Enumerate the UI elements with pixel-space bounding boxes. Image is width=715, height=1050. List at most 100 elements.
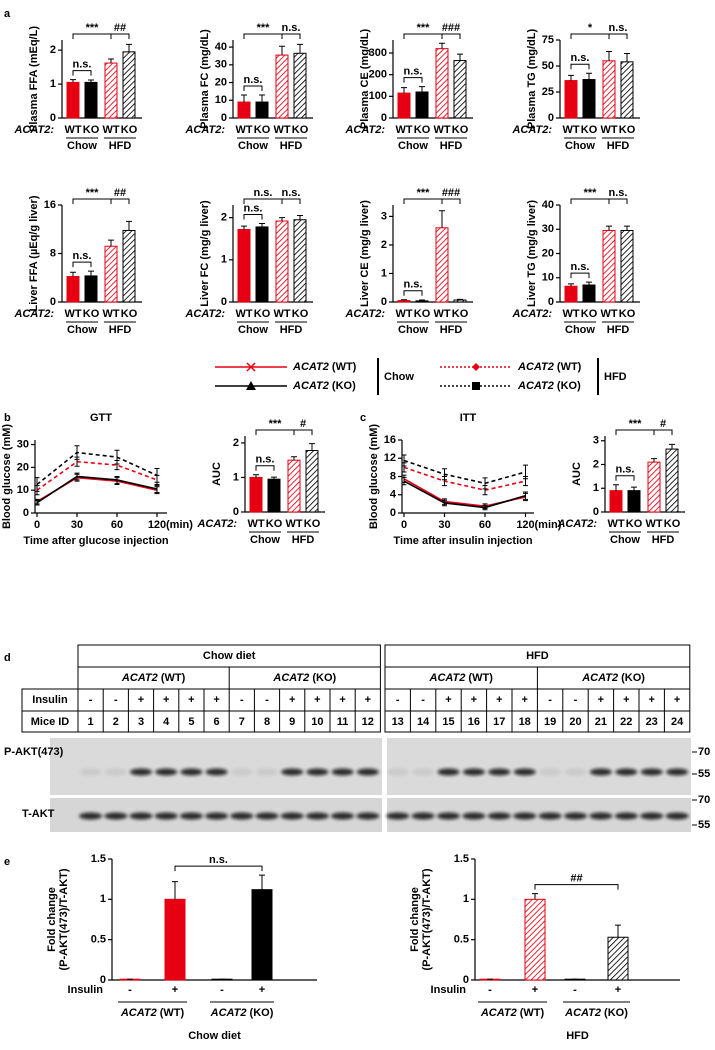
group-label: HFD xyxy=(440,140,463,152)
band-label: P-AKT(473) xyxy=(4,746,64,758)
insulin-sign: - xyxy=(114,694,118,706)
bar xyxy=(305,450,319,513)
bar xyxy=(84,81,98,119)
bar xyxy=(249,476,263,513)
group-label: Chow xyxy=(67,140,97,152)
y-tick-label: 0 xyxy=(548,112,554,124)
significance-label: n.s. xyxy=(571,52,590,64)
x-tick-label: WT xyxy=(607,518,624,530)
error-bar xyxy=(70,79,76,83)
y-tick-label: 20 xyxy=(17,461,29,473)
bar xyxy=(84,275,98,303)
genotype-header: ACAT2 (KO) xyxy=(581,672,645,684)
x-tick-label: + xyxy=(532,984,538,996)
blot-strip xyxy=(50,738,382,795)
y-tick-label: 16 xyxy=(44,199,56,211)
x-tick-label: WT xyxy=(64,124,81,136)
error-bar xyxy=(401,476,407,486)
y-tick-label: 0 xyxy=(593,506,599,518)
error-bar xyxy=(88,270,94,276)
legend-group-label: Chow xyxy=(384,371,414,383)
bar xyxy=(665,448,679,513)
insulin-sign: + xyxy=(188,694,194,706)
bar xyxy=(564,285,578,303)
bar xyxy=(293,219,307,303)
error-bar xyxy=(297,43,303,54)
gene-name: ACAT2 xyxy=(429,672,466,684)
insulin-sign: - xyxy=(240,694,244,706)
significance-bracket xyxy=(293,429,313,435)
series-line xyxy=(403,459,526,485)
bar xyxy=(602,60,616,119)
x-tick-label: KO xyxy=(304,518,321,530)
x-tick-label: KO xyxy=(121,124,138,136)
bar xyxy=(122,229,136,303)
y-tick-label: 0 xyxy=(381,112,387,124)
error-bar xyxy=(34,477,40,492)
significance-bracket xyxy=(570,33,610,39)
error-bar xyxy=(401,454,407,467)
legend-label: ACAT2 (WT) xyxy=(517,361,582,373)
x-tick-label: WT xyxy=(395,308,412,320)
y-tick-label: 0 xyxy=(233,506,239,518)
blot-band xyxy=(487,812,511,820)
genotype: (WT) xyxy=(157,1007,185,1019)
blot-band xyxy=(129,812,153,820)
mw-marker: 70 xyxy=(698,794,710,806)
blot-band xyxy=(154,812,178,820)
row-label: Insulin xyxy=(32,694,68,706)
x-tick-label: KO xyxy=(581,308,598,320)
error-bar xyxy=(279,45,285,56)
y-tick-label: 0 xyxy=(548,296,554,308)
series-line xyxy=(36,460,158,491)
significance-bracket xyxy=(72,198,112,204)
genotype: (WT) xyxy=(158,672,186,684)
insulin-sign: + xyxy=(314,694,320,706)
y-tick-label: 0.5 xyxy=(454,934,469,946)
legend-marker xyxy=(472,363,480,371)
mouse-id: 8 xyxy=(264,716,270,728)
blot-band xyxy=(589,812,613,820)
significance-label: n.s. xyxy=(282,187,301,199)
x-tick-label: KO xyxy=(266,518,283,530)
insulin-sign: - xyxy=(396,694,400,706)
x-tick-label: WT xyxy=(273,124,290,136)
significance-bracket xyxy=(403,77,423,83)
y-tick-label: 2 xyxy=(50,44,56,56)
y-tick-label: 16 xyxy=(384,434,396,446)
category-prefix: ACAT2: xyxy=(13,308,54,320)
y-axis-label: Liver FFA (µEq/g liver) xyxy=(28,195,40,311)
x-unit: (min) xyxy=(535,519,562,531)
bar xyxy=(104,62,118,119)
bar xyxy=(397,92,411,119)
error-bar xyxy=(126,220,132,231)
y-tick-label: 0 xyxy=(463,974,469,986)
x-tick-label: 30 xyxy=(438,519,450,531)
bar xyxy=(435,48,449,119)
blot-band xyxy=(615,768,638,776)
legend-marker xyxy=(246,362,256,372)
legend-label: ACAT2 (KO) xyxy=(517,380,581,392)
blot-band xyxy=(179,812,203,820)
x-tick-label: KO xyxy=(452,124,469,136)
insulin-sign: + xyxy=(496,694,502,706)
error-bar xyxy=(457,298,463,301)
y-tick-label: 2 xyxy=(381,239,387,251)
error-bar xyxy=(586,281,592,286)
significance-label: * xyxy=(588,22,593,34)
blot-band xyxy=(488,768,511,776)
blot-band xyxy=(564,768,587,776)
error-bar xyxy=(74,445,80,460)
mouse-id: 14 xyxy=(417,716,430,728)
gene-name: ACAT2 xyxy=(517,380,554,392)
group-label: HFD xyxy=(292,534,315,546)
x-tick-label: - xyxy=(488,984,492,996)
legend-label: ACAT2 (KO) xyxy=(292,380,356,392)
bar xyxy=(267,478,281,513)
significance-label: *** xyxy=(417,22,431,34)
significance-label: n.s. xyxy=(616,464,635,476)
gene-name: ACAT2 xyxy=(120,1007,157,1019)
blot-band xyxy=(640,812,664,820)
x-tick-label: KO xyxy=(664,518,681,530)
category-prefix: ACAT2: xyxy=(13,124,54,136)
